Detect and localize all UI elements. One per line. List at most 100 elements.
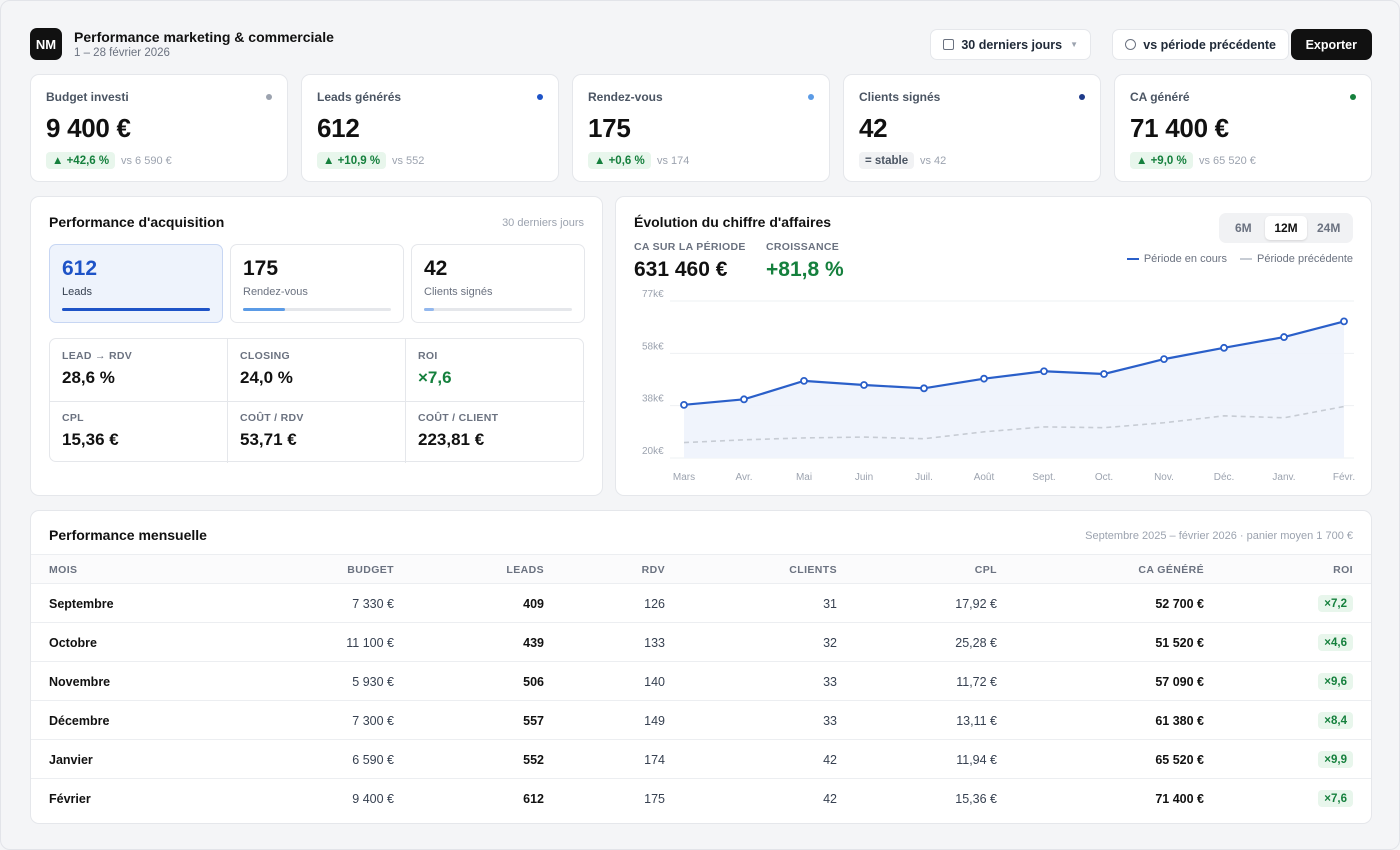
cell-leads: 612 — [523, 792, 544, 806]
monthly-subtitle: Septembre 2025 – février 2026 · panier m… — [1085, 530, 1353, 542]
period-revenue-value: 631 460 € — [634, 258, 728, 281]
table-row: Janvier 6 590 € 552 174 42 11,94 € 65 520 € ×9,… — [31, 740, 1371, 779]
period-select-label: 30 derniers jours — [961, 37, 1063, 52]
growth-label: CROISSANCE — [766, 241, 840, 253]
range-option[interactable]: 24M — [1317, 221, 1341, 235]
growth-value: +81,8 % — [766, 258, 844, 281]
current-series-point — [1100, 370, 1108, 378]
cell-rdv: 126 — [644, 597, 665, 611]
kpi-card: CA généré 71 400 € ▲ +9,0 % vs 65 520 € — [1114, 74, 1372, 182]
previous-series-line — [683, 405, 1345, 444]
export-button[interactable]: Exporter — [1290, 29, 1372, 60]
period-select[interactable]: 30 derniers jours ▼ — [930, 29, 1091, 60]
column-header[interactable]: ROI — [1333, 564, 1353, 576]
monthly-title: Performance mensuelle — [49, 527, 207, 543]
cell-budget: 9 400 € — [352, 792, 394, 806]
cell-ca: 51 520 € — [1155, 636, 1204, 650]
metric-cell: COÛT / CLIENT 223,81 € — [406, 401, 584, 463]
page-title: Performance marketing & commerciale — [74, 29, 334, 45]
cell-cpl: 11,94 € — [956, 753, 997, 767]
metric-cell: CPL 15,36 € — [50, 401, 228, 463]
column-header[interactable]: BUDGET — [347, 564, 394, 576]
metric-label: COÛT / CLIENT — [418, 412, 499, 424]
page-header: NM Performance marketing & commerciale 1… — [30, 28, 1372, 62]
acquisition-period: 30 derniers jours — [502, 217, 584, 229]
range-segmented-control[interactable]: 6M 12M 24M — [1219, 213, 1353, 243]
funnel-value: 175 — [243, 257, 279, 280]
cell-leads: 506 — [523, 675, 544, 689]
cell-budget: 7 330 € — [352, 597, 394, 611]
column-header[interactable]: CPL — [974, 564, 997, 576]
roi-badge: ×9,9 — [1318, 751, 1353, 768]
cell-rdv: 149 — [644, 714, 665, 728]
funnel-label: Leads — [62, 286, 92, 298]
metric-cell: COÛT / RDV 53,71 € — [228, 401, 406, 463]
x-tick-label: Déc. — [1214, 472, 1235, 483]
x-tick-label: Mars — [673, 472, 695, 483]
metric-cell: CLOSING 24,0 % — [228, 339, 406, 401]
metric-value: 28,6 % — [62, 368, 115, 387]
kpi-delta-badge: ▲ +10,9 % — [317, 152, 387, 169]
y-tick-label: 77k€ — [642, 289, 664, 300]
funnel-step[interactable]: 175 Rendez-vous — [230, 244, 404, 323]
current-series-area — [684, 321, 1344, 458]
cell-clients: 32 — [823, 636, 837, 650]
range-option[interactable]: 12M — [1264, 216, 1308, 240]
acquisition-card: Performance d'acquisition 30 derniers jo… — [30, 196, 603, 496]
revenue-chart-card: Évolution du chiffre d'affaires 6M 12M 24M… — [615, 196, 1372, 496]
metric-label: COÛT / RDV — [240, 412, 304, 424]
metric-label: LEAD → RDV — [62, 350, 133, 362]
x-tick-label: Sept. — [1032, 472, 1055, 483]
column-header[interactable]: RDV — [641, 564, 665, 576]
current-series-point — [680, 400, 688, 409]
cell-ca: 71 400 € — [1155, 792, 1204, 806]
kpi-delta-badge: = stable — [859, 152, 915, 169]
kpi-card: Budget investi 9 400 € ▲ +42,6 % vs 6 590 € — [30, 74, 288, 182]
column-header[interactable]: LEADS — [506, 564, 544, 576]
kpi-status-dot — [1350, 94, 1356, 100]
kpi-comparison: vs 65 520 € — [1199, 155, 1256, 167]
x-tick-label: Janv. — [1272, 472, 1295, 483]
cell-cpl: 25,28 € — [955, 636, 997, 650]
cell-rdv: 174 — [644, 753, 665, 767]
revenue-title: Évolution du chiffre d'affaires — [634, 214, 832, 230]
revenue-line-chart: 77k€ 58k€ 38k€ 20k€ Mars Avr. Mai Juin Juil. Août… — [642, 289, 1355, 483]
metric-value: 223,81 € — [418, 430, 485, 449]
current-series-point — [920, 384, 928, 393]
funnel-step[interactable]: 42 Clients signés — [411, 244, 585, 323]
cell-ca: 57 090 € — [1155, 675, 1204, 689]
radio-icon — [1125, 39, 1137, 50]
table-header: MOIS BUDGET LEADS RDV CLIENTS CPL CA GÉNÉRÉ ROI — [31, 554, 1371, 584]
y-tick-label: 38k€ — [642, 394, 664, 405]
current-series-point — [740, 395, 748, 404]
range-option[interactable]: 6M — [1235, 221, 1252, 235]
current-series-point — [1280, 333, 1288, 341]
kpi-comparison: vs 42 — [920, 155, 947, 167]
funnel-progress-track — [62, 308, 210, 311]
funnel-progress-fill — [424, 308, 435, 311]
table-row: Octobre 11 100 € 439 133 32 25,28 € 51 520 € ×4… — [31, 623, 1371, 662]
kpi-comparison: vs 174 — [657, 155, 690, 167]
kpi-label: Budget investi — [46, 90, 129, 104]
compare-toggle[interactable]: vs période précédente — [1112, 29, 1289, 60]
cell-budget: 7 300 € — [352, 714, 394, 728]
metric-label: CPL — [62, 412, 84, 424]
x-tick-label: Juin — [855, 472, 873, 483]
current-series-point — [980, 374, 988, 383]
funnel-step[interactable]: 612 Leads — [49, 244, 223, 323]
kpi-label: Clients signés — [859, 90, 941, 104]
column-header[interactable]: CA GÉNÉRÉ — [1138, 564, 1204, 576]
cell-cpl: 17,92 € — [955, 597, 997, 611]
cell-clients: 33 — [823, 714, 837, 728]
y-tick-label: 20k€ — [642, 446, 664, 457]
kpi-card: Rendez-vous 175 ▲ +0,6 % vs 174 — [572, 74, 830, 182]
current-series-line — [683, 320, 1345, 406]
column-header[interactable]: CLIENTS — [789, 564, 837, 576]
x-tick-label: Juil. — [915, 472, 933, 483]
cell-clients: 42 — [823, 792, 837, 806]
period-revenue-label: CA SUR LA PÉRIODE — [634, 241, 746, 253]
roi-badge: ×7,6 — [1318, 790, 1353, 807]
cell-ca: 65 520 € — [1155, 753, 1204, 767]
column-header[interactable]: MOIS — [49, 564, 78, 576]
